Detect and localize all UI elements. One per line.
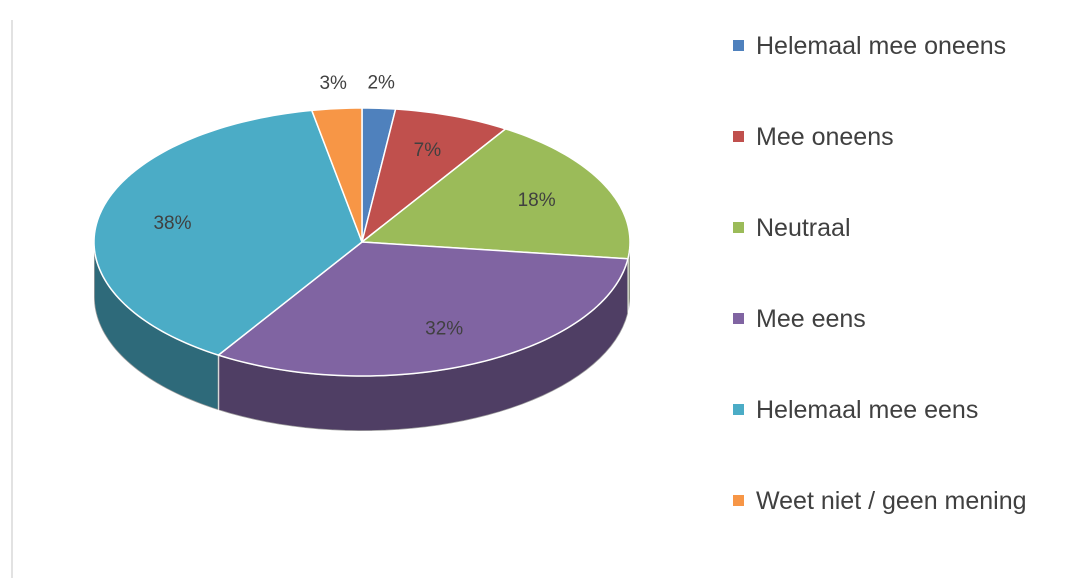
data-label: 18% bbox=[518, 190, 556, 211]
slice bbox=[359, 128, 631, 260]
legend-swatch bbox=[733, 40, 744, 51]
legend-swatch bbox=[733, 222, 744, 233]
legend-item: Mee eens bbox=[733, 301, 1063, 392]
data-label: 38% bbox=[153, 213, 191, 234]
legend-item: Neutraal bbox=[733, 210, 1063, 301]
legend-item: Mee oneens bbox=[733, 119, 1063, 210]
slice bbox=[93, 109, 363, 356]
pie-labels: 2% 7% 18% 32% 38% 3% bbox=[153, 73, 555, 340]
legend: Helemaal mee oneens Mee oneens Neutraal Mee… bbox=[733, 28, 1063, 574]
legend-label: Mee eens bbox=[756, 305, 866, 333]
legend-label: Helemaal mee eens bbox=[756, 396, 979, 424]
legend-swatch bbox=[733, 495, 744, 506]
data-label: 7% bbox=[414, 140, 442, 161]
legend-item: Weet niet / geen mening bbox=[733, 483, 1063, 574]
legend-swatch bbox=[733, 404, 744, 415]
legend-label: Weet niet / geen mening bbox=[756, 487, 1027, 515]
legend-label: Mee oneens bbox=[756, 123, 894, 151]
legend-item: Helemaal mee oneens bbox=[733, 28, 1063, 119]
slice-side-shade bbox=[218, 258, 628, 431]
data-label: 32% bbox=[425, 318, 463, 339]
slice bbox=[310, 107, 363, 243]
slice-side-shade bbox=[94, 242, 219, 411]
legend-item: Helemaal mee eens bbox=[733, 392, 1063, 483]
legend-label: Neutraal bbox=[756, 214, 851, 242]
legend-swatch bbox=[733, 131, 744, 142]
data-label: 3% bbox=[319, 73, 347, 94]
slice bbox=[360, 108, 508, 244]
slice bbox=[216, 241, 629, 377]
pie-tops bbox=[93, 107, 631, 377]
data-label: 2% bbox=[367, 73, 395, 94]
legend-swatch bbox=[733, 313, 744, 324]
legend-label: Helemaal mee oneens bbox=[756, 32, 1007, 60]
